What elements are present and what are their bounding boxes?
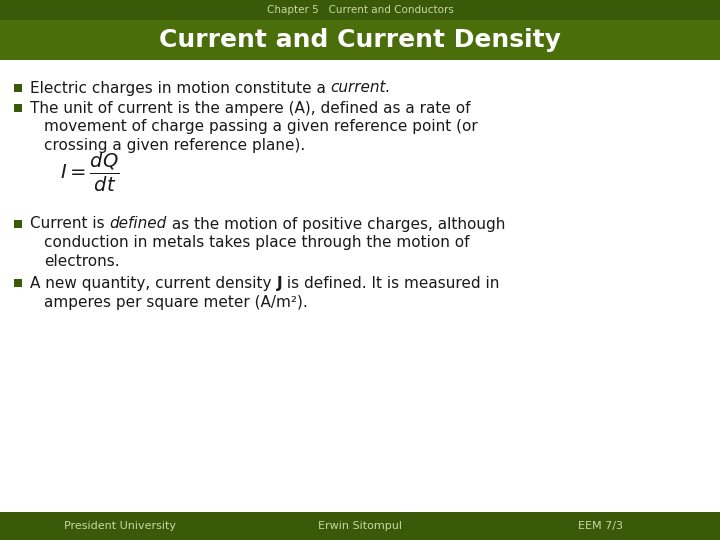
Text: is defined. It is measured in: is defined. It is measured in [282,276,500,291]
Text: Chapter 5   Current and Conductors: Chapter 5 Current and Conductors [266,5,454,15]
Text: as the motion of positive charges, although: as the motion of positive charges, altho… [167,217,505,232]
Bar [0,512,720,540]
Bar [0,0,720,20]
Bar [14,104,22,112]
Text: defined: defined [109,217,167,232]
Text: electrons.: electrons. [44,253,120,268]
Text: amperes per square meter (A/m²).: amperes per square meter (A/m²). [44,294,307,309]
Text: current.: current. [330,80,391,96]
Bar [14,84,22,92]
Text: $I = \dfrac{dQ}{dt}$: $I = \dfrac{dQ}{dt}$ [60,151,120,193]
Text: J: J [276,276,282,291]
Text: The unit of current is the ampere (A), defined as a rate of: The unit of current is the ampere (A), d… [30,101,470,116]
Text: President University: President University [64,521,176,531]
Bar [0,20,720,60]
Text: Current is: Current is [30,217,109,232]
Text: conduction in metals takes place through the motion of: conduction in metals takes place through… [44,235,469,250]
Text: A new quantity, current density: A new quantity, current density [30,276,276,291]
Bar [14,220,22,227]
Text: Erwin Sitompul: Erwin Sitompul [318,521,402,531]
Text: crossing a given reference plane).: crossing a given reference plane). [44,138,305,153]
Bar [14,279,22,287]
Text: Electric charges in motion constitute a: Electric charges in motion constitute a [30,80,330,96]
Text: Current and Current Density: Current and Current Density [159,28,561,52]
Text: EEM 7/3: EEM 7/3 [577,521,623,531]
Text: movement of charge passing a given reference point (or: movement of charge passing a given refer… [44,119,478,134]
